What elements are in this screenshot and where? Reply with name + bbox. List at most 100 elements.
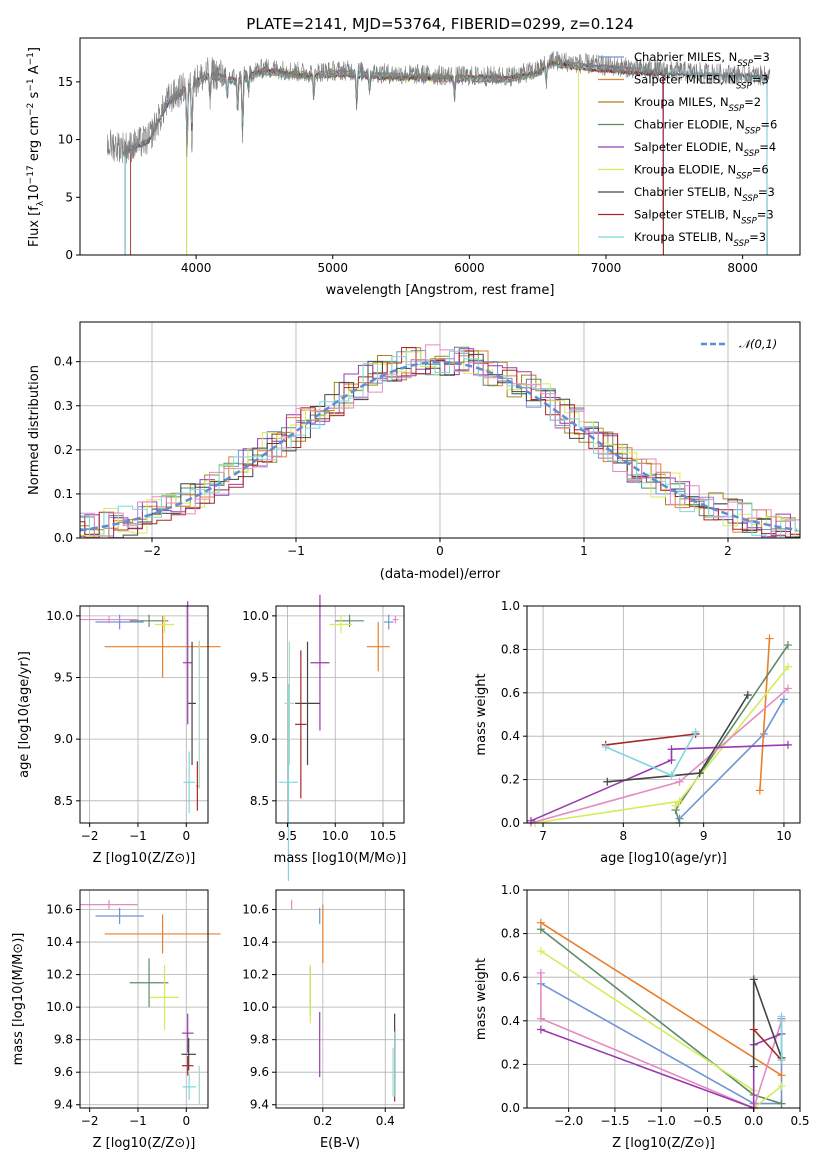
series-point-marker (536, 1025, 545, 1034)
series-point-marker (536, 925, 545, 934)
y-tick-label: 1.0 (501, 599, 520, 613)
spectrum-title: PLATE=2141, MJD=53764, FIBERID=0299, z=0… (246, 15, 633, 33)
series-line (530, 744, 789, 822)
data-point-errorbar (104, 914, 221, 954)
series-point-marker (783, 740, 792, 749)
model-spectrum-line (183, 59, 580, 255)
series-point-marker (777, 1099, 786, 1108)
data-point-errorbar (383, 614, 394, 630)
series-point-marker (667, 756, 676, 765)
legend-entry-name: Salpeter MILES, N (634, 73, 736, 87)
y-tick-label: 10 (58, 133, 73, 147)
legend-entry: Chabrier MILES, NSSP=3 (634, 50, 770, 69)
x-axis-label: mass [log10(M/M⊙)] (274, 851, 407, 866)
y-tick-label: 0.2 (54, 443, 73, 457)
legend-entry-subscript: SSP (745, 127, 761, 137)
legend-entry-suffix: =3 (757, 208, 774, 222)
legend-entry-name: Chabrier ELODIE, N (634, 118, 745, 132)
data-point-errorbar (188, 641, 196, 766)
histogram-series-line (80, 350, 800, 538)
model-spectrum-line (121, 61, 664, 255)
x-tick-label: −1 (129, 829, 147, 843)
legend-entry-subscript: SSP (742, 194, 758, 204)
series-point-marker (536, 947, 545, 956)
y-tick-label: 9.5 (250, 671, 269, 685)
normal-reference-curve (80, 360, 798, 532)
series-point-marker (777, 1071, 786, 1080)
y-tick-label: 10.4 (242, 935, 269, 949)
series-point-marker (777, 1082, 786, 1091)
x-tick-label: −2 (143, 544, 161, 558)
data-point-errorbar (198, 640, 201, 789)
series-point-marker (783, 662, 792, 671)
legend-entry: Kroupa ELODIE, NSSP=6 (634, 163, 769, 182)
legend-entry-suffix: =6 (752, 163, 769, 177)
data-point-errorbar (95, 614, 144, 630)
y-tick-label: 0.2 (501, 773, 520, 787)
data-point-errorbar (95, 907, 144, 925)
x-tick-label: −1.0 (647, 1114, 676, 1128)
series-point-marker (675, 797, 684, 806)
x-tick-label: 0.0 (744, 1114, 763, 1128)
x-tick-label: 10.5 (370, 829, 397, 843)
y-tick-label: 5 (65, 190, 73, 204)
legend-entry-suffix: =2 (744, 95, 761, 109)
y-tick-label: 0.6 (501, 686, 520, 700)
y-axis-label-part: erg cm (27, 116, 42, 165)
series-point-marker (536, 968, 545, 977)
data-point-errorbar (80, 899, 138, 910)
histogram-x-axis-label: (data-model)/error (380, 567, 501, 582)
x-axis-label: Z [log10(Z/Z⊙)] (93, 851, 196, 866)
x-tick-label: 0 (182, 1114, 190, 1128)
data-point-errorbar (129, 614, 169, 627)
y-tick-label: 0.3 (54, 399, 73, 413)
x-tick-label: −1.5 (600, 1114, 629, 1128)
series-point-marker (691, 727, 700, 736)
data-point-errorbar (181, 1013, 194, 1053)
y-axis-label-part: −17 (26, 165, 36, 184)
axes-frame (526, 605, 801, 824)
y-tick-label: 1.0 (501, 883, 520, 897)
legend-entry-subscript: SSP (744, 149, 760, 159)
series-line (534, 666, 789, 824)
series-line (540, 922, 782, 1076)
weight-vs-age-panel: 7 8 9 10 0.0 0.2 0.4 0.6 0.8 1.0 age [log10(age/yr… (474, 599, 801, 866)
series-point-marker (777, 1012, 786, 1021)
data-point-errorbar (295, 641, 320, 766)
x-axis-label: age [log10(age/yr)] (600, 851, 727, 866)
data-point-errorbar (129, 958, 169, 1008)
series-point-marker (783, 684, 792, 693)
legend-entry-name: Chabrier STELIB, N (634, 185, 742, 199)
weight-vs-metallicity-panel: −2.0 −1.5 −1.0 −0.5 0.0 0.5 0.0 0.2 0.4 0.6 0.8 1.0… (474, 883, 810, 1151)
legend-entry-suffix: =3 (753, 50, 770, 64)
series-line (530, 687, 789, 824)
data-point-errorbar (284, 641, 295, 766)
series-line (540, 972, 783, 1110)
data-point-errorbar (181, 1055, 194, 1076)
residual-histogram-panel: −2 −1 0 1 2 0.0 0.1 0.2 0.3 0.4 (data-model)/erro… (27, 321, 801, 582)
spectrum-legend: Chabrier MILES, NSSP=3 Salpeter MILES, N S… (598, 50, 777, 249)
series-point-marker (749, 1062, 758, 1071)
y-tick-label: 9.0 (250, 732, 269, 746)
x-tick-label: 0 (182, 829, 190, 843)
x-tick-label: 10 (776, 829, 791, 843)
y-tick-label: 9.8 (250, 1033, 269, 1047)
y-tick-label: 0.4 (54, 355, 73, 369)
legend-entry-subscript: SSP (736, 172, 752, 182)
data-point-errorbar (366, 622, 390, 672)
mass-vs-extinction-panel: 0.2 0.4 9.4 9.6 9.8 10.0 10.2 10.4 10.6 E(B-V) (242, 889, 405, 1151)
series-line (607, 694, 749, 783)
data-point-errorbar (104, 615, 221, 678)
y-tick-label: 10.2 (242, 968, 269, 982)
observed-spectrum-line (107, 51, 771, 164)
x-tick-label: 8000 (727, 261, 758, 275)
x-tick-label: 6000 (454, 261, 485, 275)
legend-entry-name: Salpeter STELIB, N (634, 208, 741, 222)
y-tick-label: 0.4 (501, 729, 520, 743)
y-tick-label: 9.0 (54, 732, 73, 746)
series-line (759, 638, 771, 791)
y-tick-label: 10.4 (46, 935, 73, 949)
y-tick-label: 0.8 (501, 642, 520, 656)
x-tick-label: 0.5 (790, 1114, 809, 1128)
